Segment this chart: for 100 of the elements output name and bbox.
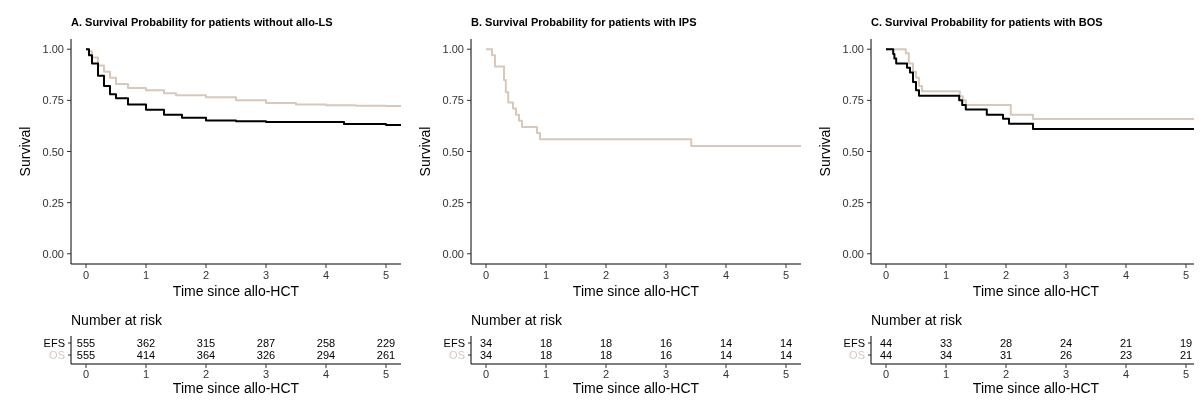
x-tick-label: 1 xyxy=(142,269,150,281)
data-label: 44 xyxy=(879,337,893,349)
y-tick-label: 0.75 xyxy=(842,94,864,107)
data-label: 16 xyxy=(659,337,673,349)
x-tick-label: 1 xyxy=(942,269,950,281)
x-tick-label: 5 xyxy=(1182,269,1190,281)
chart-title: Number at risk xyxy=(71,312,164,328)
chart-title: B. Survival Probability for patients with IPS xyxy=(471,16,697,28)
x-tick-label: 2 xyxy=(602,368,610,380)
data-label: 44 xyxy=(879,349,893,361)
chart-title: Number at risk xyxy=(871,312,964,328)
data-label: 18 xyxy=(599,349,613,361)
y-tick-label: 0.75 xyxy=(42,94,64,107)
x-axis-title: Time since allo-HCT xyxy=(572,380,700,396)
x-tick-label: 5 xyxy=(1182,368,1190,380)
x-tick-label: 5 xyxy=(782,269,790,281)
data-label: 364 xyxy=(196,349,216,361)
x-tick-label: 4 xyxy=(322,368,330,380)
data-label: 315 xyxy=(196,337,216,349)
data-label: 24 xyxy=(1059,337,1073,349)
x-tick-label: 1 xyxy=(942,368,950,380)
data-label: 555 xyxy=(76,337,96,349)
x-tick-label: 0 xyxy=(882,269,890,281)
x-tick-label: 0 xyxy=(482,269,490,281)
x-tick-label: 4 xyxy=(722,368,730,380)
y-tick-label: 1.00 xyxy=(442,43,464,56)
y-tick-label: 1.00 xyxy=(842,43,864,56)
chart-title: A. Survival Probability for patients without allo-LS xyxy=(71,16,333,28)
data-label: 294 xyxy=(316,349,336,361)
y-tick-label: EFS xyxy=(43,337,65,349)
x-tick-label: 2 xyxy=(202,269,210,281)
y-tick-label: OS xyxy=(449,349,465,361)
data-label: 362 xyxy=(136,337,156,349)
data-label: 287 xyxy=(256,337,276,349)
y-tick-label: 0.00 xyxy=(42,247,64,260)
y-tick-label: EFS xyxy=(843,337,865,349)
data-label: 14 xyxy=(779,337,793,349)
x-tick-label: 2 xyxy=(1002,368,1010,380)
y-tick-label: OS xyxy=(849,349,865,361)
x-tick-label: 3 xyxy=(262,269,270,281)
data-label: 26 xyxy=(1059,349,1073,361)
y-tick-label: 0.50 xyxy=(442,145,464,158)
data-label: 18 xyxy=(539,337,553,349)
x-tick-label: 4 xyxy=(1122,368,1130,380)
y-tick-label: 0.00 xyxy=(842,247,864,260)
data-label: 34 xyxy=(479,349,493,361)
x-tick-label: 5 xyxy=(782,368,790,380)
y-tick-label: 0.25 xyxy=(42,196,64,209)
x-tick-label: 2 xyxy=(1002,269,1010,281)
x-tick-label: 5 xyxy=(382,368,390,380)
x-tick-label: 4 xyxy=(1122,269,1130,281)
data-label: 555 xyxy=(76,349,96,361)
y-tick-label: 1.00 xyxy=(42,43,64,56)
data-label: 34 xyxy=(479,337,493,349)
x-tick-label: 0 xyxy=(82,269,90,281)
y-tick-label: 0.25 xyxy=(842,196,864,209)
y-tick-label: 0.25 xyxy=(442,196,464,209)
data-label: 21 xyxy=(1179,349,1193,361)
data-label: 16 xyxy=(659,349,673,361)
x-tick-label: 5 xyxy=(382,269,390,281)
y-tick-label: EFS xyxy=(443,337,465,349)
data-label: 326 xyxy=(256,349,276,361)
y-tick-label: 0.50 xyxy=(842,145,864,158)
x-axis-title: Time since allo-HCT xyxy=(172,283,300,299)
y-tick-label: OS xyxy=(49,349,65,361)
data-label: 261 xyxy=(376,349,396,361)
x-tick-label: 3 xyxy=(262,368,270,380)
y-axis-title: Survival xyxy=(817,126,833,177)
data-label: 18 xyxy=(599,337,613,349)
x-tick-label: 1 xyxy=(542,368,550,380)
x-tick-label: 0 xyxy=(82,368,90,380)
x-tick-label: 4 xyxy=(722,269,730,281)
x-tick-label: 1 xyxy=(542,269,550,281)
data-label: 33 xyxy=(939,337,953,349)
data-label: 23 xyxy=(1119,349,1133,361)
y-axis-title: Survival xyxy=(417,126,433,177)
chart-title: C. Survival Probability for patients with BOS xyxy=(871,16,1103,28)
data-label: 229 xyxy=(376,337,396,349)
data-label: 14 xyxy=(719,337,733,349)
y-tick-label: 0.75 xyxy=(442,94,464,107)
x-axis-title: Time since allo-HCT xyxy=(972,380,1100,396)
data-label: 31 xyxy=(999,349,1013,361)
x-tick-label: 1 xyxy=(142,368,150,380)
data-label: 14 xyxy=(779,349,793,361)
x-tick-label: 4 xyxy=(322,269,330,281)
x-tick-label: 3 xyxy=(1062,368,1070,380)
x-axis-title: Time since allo-HCT xyxy=(572,283,700,299)
data-label: 18 xyxy=(539,349,553,361)
data-label: 414 xyxy=(136,349,156,361)
x-tick-label: 3 xyxy=(1062,269,1070,281)
data-label: 14 xyxy=(719,349,733,361)
y-tick-label: 0.00 xyxy=(442,247,464,260)
y-tick-label: 0.50 xyxy=(42,145,64,158)
chart-title: Number at risk xyxy=(471,312,564,328)
x-tick-label: 2 xyxy=(202,368,210,380)
x-tick-label: 3 xyxy=(662,368,670,380)
data-label: 19 xyxy=(1179,337,1193,349)
x-tick-label: 2 xyxy=(602,269,610,281)
x-tick-label: 0 xyxy=(482,368,490,380)
data-label: 34 xyxy=(939,349,953,361)
